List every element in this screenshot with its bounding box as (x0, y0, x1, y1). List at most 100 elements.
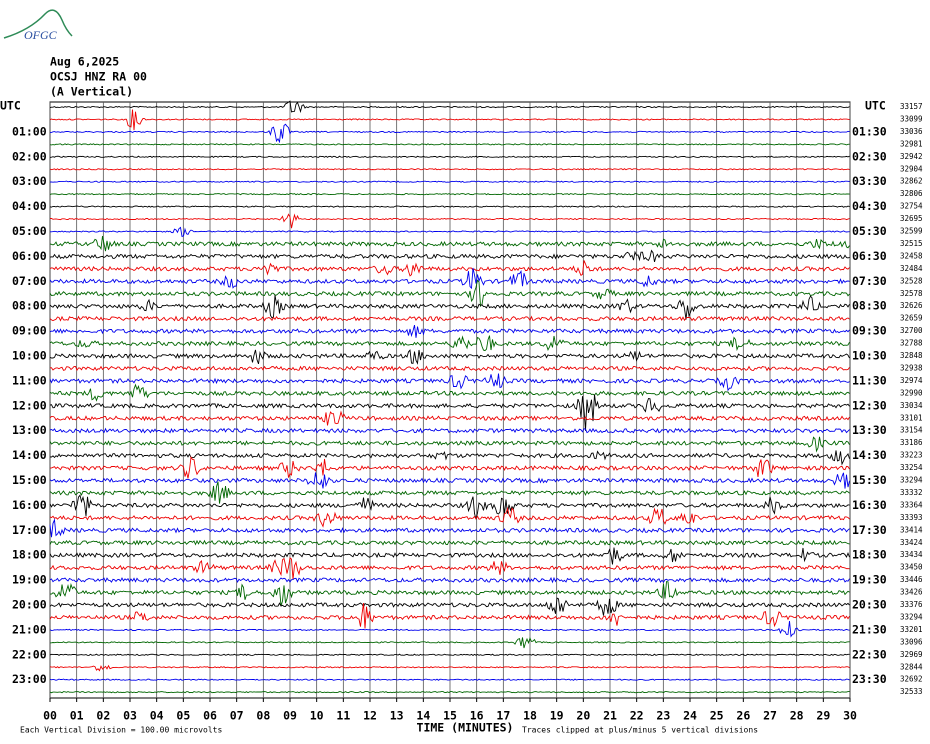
trace (49, 450, 850, 466)
x-tick-label: 25 (710, 709, 724, 723)
left-time-label: 20:00 (12, 598, 47, 612)
trace-count: 33096 (900, 637, 923, 646)
trace-count: 32695 (900, 214, 923, 223)
trace (49, 691, 850, 694)
trace (49, 539, 850, 546)
scale-note: Each Vertical Division = 100.00 microvol… (20, 726, 222, 735)
left-time-label: 09:00 (12, 324, 47, 338)
trace-count: 32904 (900, 164, 923, 173)
labels: 00 01 02 03 04 05 06 07 08 09 10 11 12 13 14 15 16 17 18 19… (12, 102, 923, 723)
trace-count: 32848 (900, 351, 923, 360)
logo: OFGC (3, 9, 73, 42)
trace-count: 33414 (900, 525, 923, 534)
trace (49, 100, 850, 114)
trace-count: 32969 (900, 650, 923, 659)
trace (49, 472, 850, 489)
trace-count: 33034 (900, 401, 923, 410)
trace (49, 427, 850, 434)
trace-count: 33294 (900, 612, 923, 621)
trace (49, 349, 850, 365)
trace (49, 481, 850, 504)
x-tick-label: 05 (176, 709, 190, 723)
trace (49, 168, 850, 171)
trace-count: 33434 (900, 550, 923, 559)
left-time-label: 21:00 (12, 622, 47, 636)
trace-count: 33446 (900, 575, 923, 584)
trace (49, 383, 850, 402)
traces (49, 100, 850, 694)
trace (49, 365, 850, 372)
logo-mark (3, 9, 73, 39)
right-time-label: 06:30 (852, 249, 887, 263)
x-tick-label: 10 (310, 709, 324, 723)
trace (49, 455, 850, 479)
trace-count: 33393 (900, 513, 923, 522)
left-time-label: 14:00 (12, 448, 47, 462)
trace (49, 506, 850, 528)
station: OCSJ HNZ RA 00 (50, 70, 147, 84)
right-time-label: 20:30 (852, 598, 887, 612)
trace-count: 33201 (900, 625, 923, 634)
trace-count: 32659 (900, 314, 923, 323)
trace (49, 249, 850, 263)
trace-count: 32754 (900, 202, 923, 211)
right-time-label: 13:30 (852, 423, 887, 437)
x-tick-label: 29 (816, 709, 830, 723)
right-time-label: 02:30 (852, 149, 887, 163)
trace (49, 620, 850, 638)
trace-count: 32599 (900, 227, 923, 236)
x-tick-label: 07 (230, 709, 244, 723)
left-time-label: 05:00 (12, 224, 47, 238)
x-tick-label: 04 (150, 709, 164, 723)
trace (49, 547, 850, 565)
trace-count: 32981 (900, 139, 923, 148)
trace-count: 32484 (900, 264, 923, 273)
component: (A Vertical) (50, 85, 133, 99)
x-tick-label: 08 (256, 709, 270, 723)
trace-count: 32938 (900, 363, 923, 372)
trace-count: 32990 (900, 388, 923, 397)
trace (49, 267, 850, 290)
right-time-label: 14:30 (852, 448, 887, 462)
trace-count: 33101 (900, 413, 923, 422)
x-tick-label: 15 (443, 709, 457, 723)
x-tick-label: 26 (736, 709, 750, 723)
trace-count: 33036 (900, 127, 923, 136)
x-tick-label: 17 (496, 709, 510, 723)
right-time-label: 12:30 (852, 398, 887, 412)
left-time-label: 22:00 (12, 647, 47, 661)
right-time-label: 10:30 (852, 349, 887, 363)
trace (49, 236, 850, 252)
trace-count: 33376 (900, 600, 923, 609)
x-tick-label: 18 (523, 709, 537, 723)
trace (49, 335, 850, 352)
trace-count: 32533 (900, 687, 923, 696)
trace (50, 226, 850, 237)
trace (49, 636, 850, 649)
left-time-label: 15:00 (12, 473, 47, 487)
right-time-label: 08:30 (852, 299, 887, 313)
trace (49, 394, 850, 431)
trace-count: 32806 (900, 189, 923, 198)
x-tick-label: 12 (363, 709, 377, 723)
trace (49, 143, 850, 146)
x-tick-label: 00 (43, 709, 57, 723)
trace-count: 33099 (900, 114, 923, 123)
trace-count: 33424 (900, 538, 923, 547)
trace-count: 33157 (900, 102, 923, 111)
left-time-label: 01:00 (12, 124, 47, 138)
left-time-label: 02:00 (12, 149, 47, 163)
trace-count: 33426 (900, 588, 923, 597)
trace-count: 32626 (900, 301, 923, 310)
trace-count: 33254 (900, 463, 923, 472)
trace-count: 32844 (900, 662, 923, 671)
x-tick-label: 09 (283, 709, 297, 723)
x-tick-label: 01 (70, 709, 84, 723)
trace-count: 33294 (900, 476, 923, 485)
right-time-label: 15:30 (852, 473, 887, 487)
right-time-label: 21:30 (852, 622, 887, 636)
trace-count: 33450 (900, 563, 923, 572)
right-time-label: 11:30 (852, 373, 887, 387)
left-time-label: 23:00 (12, 672, 47, 686)
clip-note: Traces clipped at plus/minus 5 vertical … (522, 726, 758, 735)
